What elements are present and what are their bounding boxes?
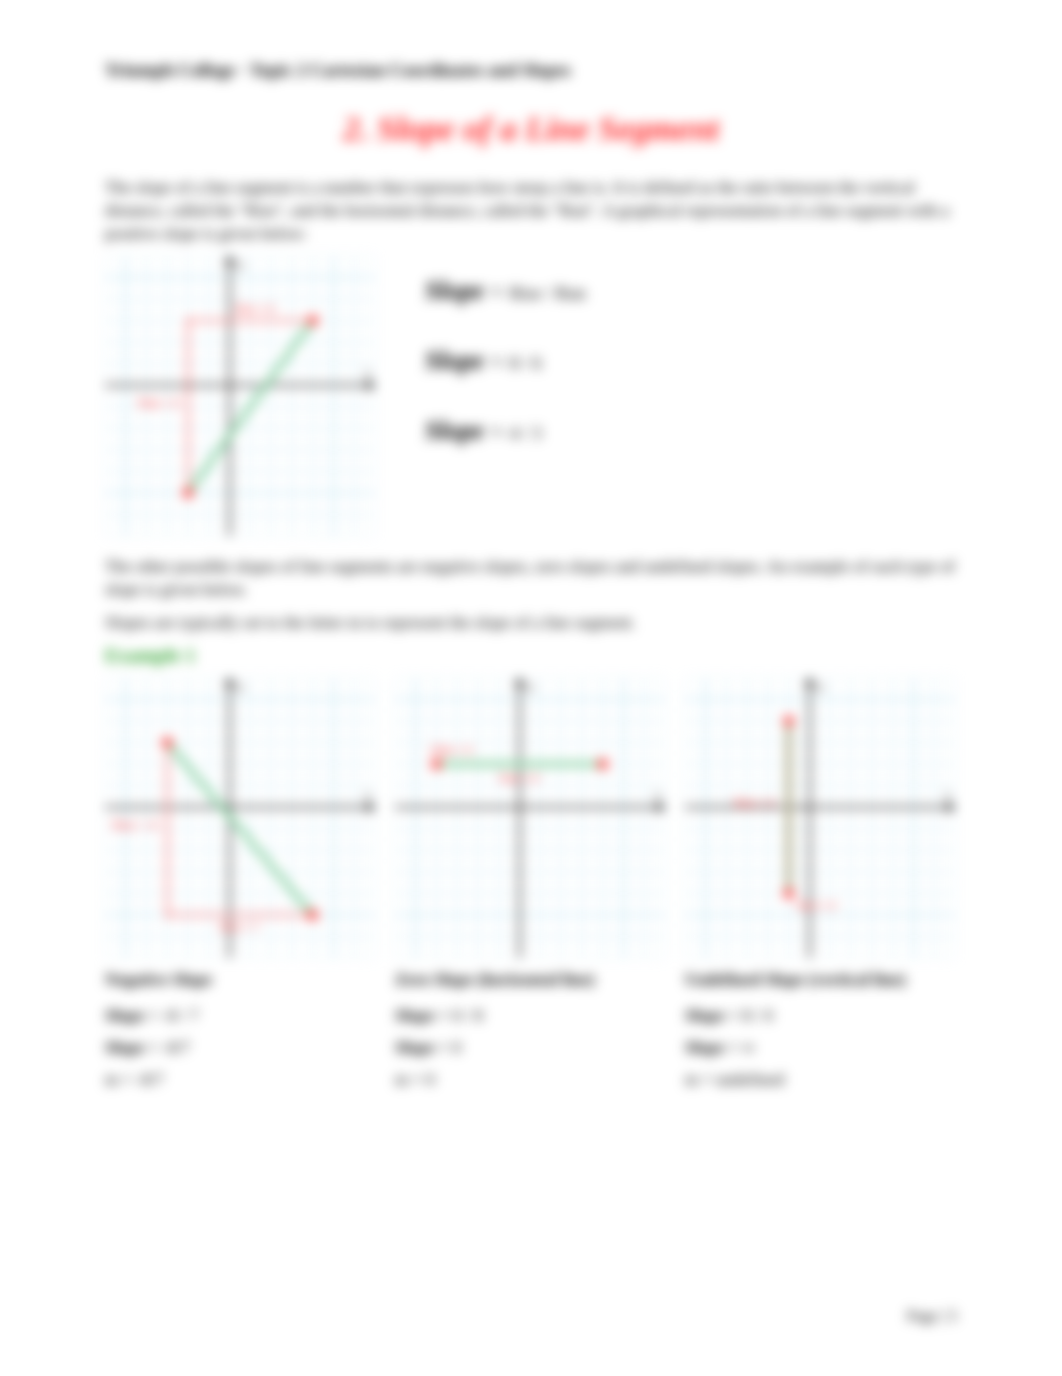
formula-lhs: Slope <box>425 276 484 305</box>
svg-text:y: y <box>238 681 244 693</box>
col-negative: x y Rise = -8 Run = 7 Negative Slope Slope … <box>105 678 377 1096</box>
svg-text:x: x <box>365 368 371 380</box>
figure-row-2: x y Rise = -8 Run = 7 Negative Slope Slope … <box>105 678 957 1096</box>
page: Triumph College · Topic 2 Cartesian Coor… <box>0 0 1062 1376</box>
svg-text:Rise = 8: Rise = 8 <box>734 798 775 810</box>
formula-eq: = <box>491 279 503 304</box>
svg-text:x: x <box>655 790 661 802</box>
page-header: Triumph College · Topic 2 Cartesian Coor… <box>105 60 957 81</box>
svg-text:x: x <box>365 790 371 802</box>
svg-text:Rise = 0: Rise = 0 <box>432 745 473 757</box>
col-zero: x y Rise = 0 Run = 8 Zero Slope (horizontal… <box>395 678 667 1096</box>
caption-undefined: Undefined Slope (vertical line) <box>685 970 957 990</box>
undef-slope-a: Slope = 8 / 0 <box>685 1006 957 1026</box>
slope-rhs: = ∞ <box>729 1038 755 1057</box>
slope-rhs: = 0 / 8 <box>439 1006 483 1025</box>
svg-text:Rise = 8: Rise = 8 <box>138 398 179 410</box>
formula-eq: = <box>491 419 503 444</box>
caption-zero: Zero Slope (horizontal line) <box>395 970 667 990</box>
svg-text:y: y <box>818 681 824 693</box>
formula-2: Slope = 8 / 6 <box>425 346 586 376</box>
page-footer: Page | 5 <box>907 1308 957 1326</box>
neg-slope-a: Slope = -8 / 7 <box>105 1006 377 1026</box>
undef-slope-b: Slope = ∞ <box>685 1038 957 1058</box>
zero-m: m = 0 <box>395 1070 667 1090</box>
chart-negative-slope: x y Rise = -8 Run = 7 <box>105 678 375 958</box>
chart-undefined-slope: x y Rise = 8 Run = 0 <box>685 678 955 958</box>
formula-eq: = <box>491 349 503 374</box>
formula-rhs: Rise / Run <box>510 283 586 303</box>
undef-m: m = undefined <box>685 1070 957 1090</box>
svg-text:Run = 6: Run = 6 <box>235 303 274 315</box>
svg-text:y: y <box>528 681 534 693</box>
slope-lhs: Slope <box>395 1038 435 1057</box>
svg-text:Run = 8: Run = 8 <box>500 773 539 785</box>
svg-text:Run = 0: Run = 0 <box>797 900 836 912</box>
slope-lhs: Slope <box>685 1038 725 1057</box>
formula-rhs: 8 / 6 <box>510 353 542 373</box>
paragraph-3: Slopes are typically set to the letter m… <box>105 612 957 635</box>
slope-rhs: = -8 / 7 <box>149 1006 199 1025</box>
slope-rhs: = 0 <box>439 1038 461 1057</box>
slope-lhs: Slope <box>105 1038 145 1057</box>
svg-text:y: y <box>238 259 244 271</box>
section-title: 2. Slope of a Line Segment <box>105 111 957 149</box>
formula-3: Slope = 4 / 3 <box>425 416 586 446</box>
svg-text:Rise = -8: Rise = -8 <box>112 819 156 831</box>
figure-row-1: x y Rise = 8 Run = 6 Slope = Rise / Run Slo… <box>105 256 957 536</box>
neg-m: m = -8/7 <box>105 1070 377 1090</box>
neg-slope-b: Slope = -8/7 <box>105 1038 377 1058</box>
slope-rhs: = -8/7 <box>149 1038 190 1057</box>
intro-paragraph: The slope of a line segment is a number … <box>105 177 957 246</box>
paragraph-2: The other possible slopes of line segmen… <box>105 556 957 602</box>
chart-positive-slope: x y Rise = 8 Run = 6 <box>105 256 375 536</box>
slope-formulas: Slope = Rise / Run Slope = 8 / 6 Slope =… <box>425 256 586 446</box>
formula-1: Slope = Rise / Run <box>425 276 586 306</box>
svg-text:Run = 7: Run = 7 <box>220 922 259 934</box>
slope-lhs: Slope <box>685 1006 725 1025</box>
svg-text:x: x <box>945 790 951 802</box>
chart-zero-slope: x y Rise = 0 Run = 8 <box>395 678 665 958</box>
formula-lhs: Slope <box>425 346 484 375</box>
zero-slope-a: Slope = 0 / 8 <box>395 1006 667 1026</box>
slope-lhs: Slope <box>395 1006 435 1025</box>
slope-rhs: = 8 / 0 <box>729 1006 773 1025</box>
example-label: Example 1 <box>105 645 957 668</box>
formula-lhs: Slope <box>425 416 484 445</box>
caption-negative: Negative Slope <box>105 970 377 990</box>
slope-lhs: Slope <box>105 1006 145 1025</box>
formula-rhs: 4 / 3 <box>510 423 542 443</box>
zero-slope-b: Slope = 0 <box>395 1038 667 1058</box>
col-undefined: x y Rise = 8 Run = 0 Undefined Slope (verti… <box>685 678 957 1096</box>
